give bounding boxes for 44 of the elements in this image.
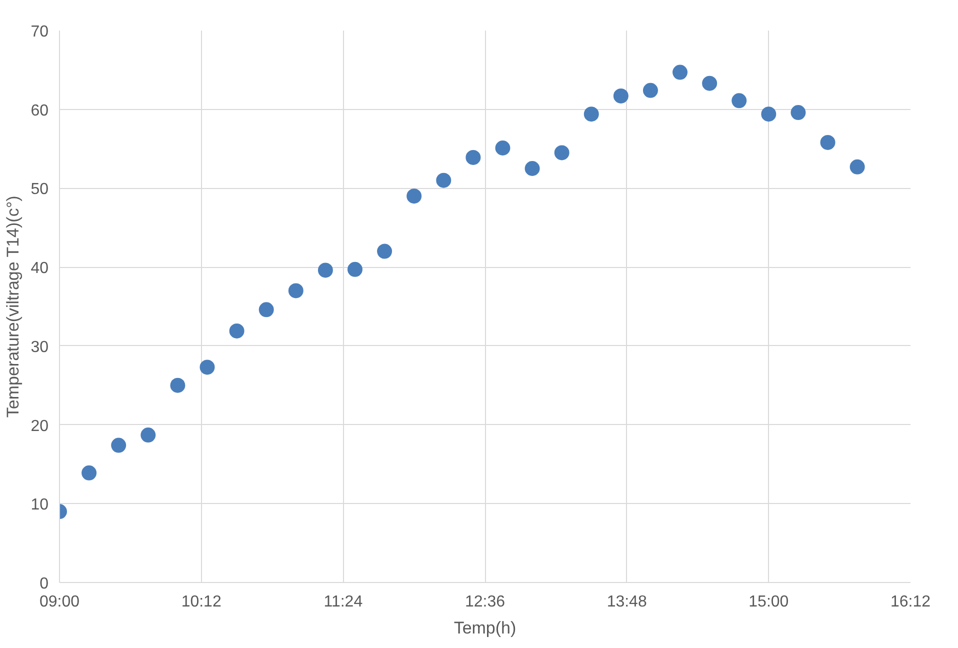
y-axis-title: Temperature(viltrage T14)(c°)	[4, 196, 23, 418]
point	[732, 93, 747, 108]
point	[790, 105, 806, 120]
x-axis-title: Temp(h)	[454, 618, 516, 638]
point	[111, 438, 126, 453]
point	[584, 106, 599, 122]
point	[761, 106, 776, 122]
point	[495, 140, 510, 156]
point	[406, 188, 422, 204]
y-tick-label: 30	[30, 338, 49, 356]
x-tick-label: 12:36	[464, 594, 506, 610]
point	[436, 172, 452, 188]
y-tick-label: 0	[40, 576, 49, 592]
point	[850, 159, 865, 174]
point	[642, 82, 658, 98]
point	[466, 150, 481, 165]
x-tick-label: 11:24	[324, 594, 363, 610]
point	[288, 283, 304, 298]
point	[554, 145, 570, 160]
y-tick-label: 50	[30, 181, 49, 198]
x-tick-label: 09:00	[39, 594, 80, 610]
point	[377, 244, 392, 259]
x-tick-label: 10:12	[181, 594, 222, 610]
point	[524, 161, 540, 176]
point	[200, 360, 215, 375]
point	[347, 262, 362, 277]
x-tick-label: 13:48	[606, 594, 647, 610]
point	[258, 302, 274, 318]
point	[170, 378, 186, 393]
point	[672, 64, 688, 80]
point	[318, 262, 333, 278]
point	[140, 428, 156, 443]
y-tick-label: 70	[30, 24, 49, 40]
x-tick-label: 16:12	[890, 594, 931, 610]
x-tick-label: 15:00	[748, 594, 789, 610]
y-tick-label: 60	[30, 102, 49, 120]
point	[820, 134, 836, 150]
y-tick-label: 20	[30, 418, 49, 435]
point	[82, 465, 97, 480]
y-tick-label: 40	[30, 260, 49, 278]
y-tick-label: 10	[30, 496, 49, 514]
point	[229, 323, 244, 338]
point	[613, 88, 628, 104]
point	[702, 76, 718, 91]
